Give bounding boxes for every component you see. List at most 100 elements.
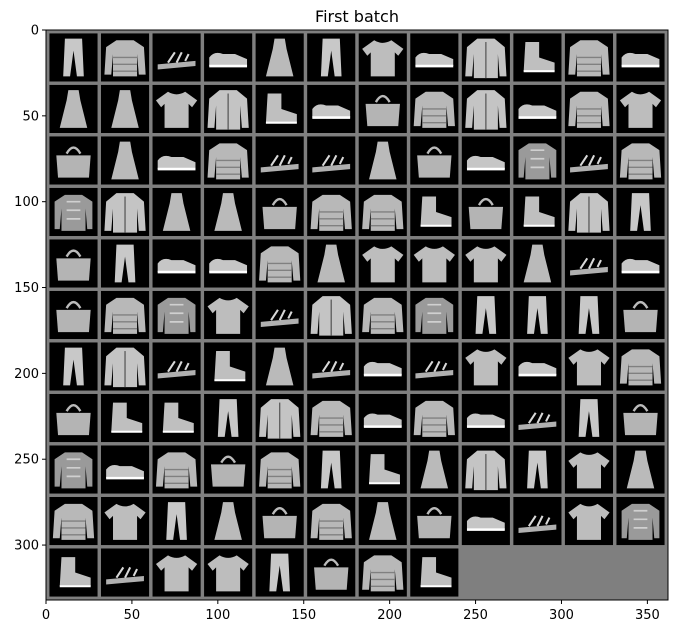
bag-icon [623,300,658,333]
thumbnail-sneaker [152,239,201,288]
thumbnail-tshirt [152,84,201,134]
thumbnail-pullover [255,445,304,494]
thumbnail-ankle_boot [410,187,459,237]
sneaker-icon [312,104,351,119]
x-tick-label: 350 [635,608,660,623]
thumbnail-sneaker [410,33,459,82]
pullover-icon [619,143,662,180]
tshirt-icon [104,503,146,540]
thumbnail-coat [461,84,510,134]
thumbnail-pullover [100,290,150,340]
sandal-icon [157,360,196,379]
thumbnail-dress [100,136,150,185]
trouser-icon [166,502,187,540]
bag-icon [56,300,91,333]
thumbnail-ankle_boot [204,342,253,391]
shirt-icon [518,143,557,180]
thumbnail-pullover [564,33,614,82]
thumbnail-pullover [358,548,407,597]
tshirt-icon [465,349,507,386]
thumbnail-ankle_boot [152,393,201,443]
thumbnail-dress [49,84,98,134]
dress-icon [317,244,345,283]
thumbnail-bag [616,393,665,443]
dress-icon [214,193,242,231]
thumbnail-pullover [616,342,665,391]
trouser-icon [630,193,651,231]
shirt-icon [621,503,660,540]
thumbnail-bag [461,187,510,237]
thumbnail-sneaker [616,33,665,82]
thumbnail-dress [410,445,459,494]
pullover-icon [259,246,301,283]
thumbnail-coat [255,393,304,443]
bag-icon [417,506,452,539]
pullover-icon [155,452,198,489]
thumbnail-trouser [307,33,356,82]
thumbnail-shirt [616,496,665,546]
thumbnail-tshirt [564,342,614,391]
coat-icon [259,399,301,439]
x-tick-label: 200 [377,608,402,623]
sneaker-icon [466,155,505,171]
thumbnail-trouser [564,290,614,340]
thumbnail-sneaker [461,136,510,185]
thumbnail-coat [461,33,510,82]
ankle_boot-icon [265,93,297,124]
thumbnail-tshirt [204,548,253,597]
dress-icon [111,141,139,180]
x-tick-label: 0 [42,608,50,623]
thumbnail-tshirt [358,33,407,82]
dress-icon [214,502,242,540]
thumbnail-dress [616,445,665,494]
dress-icon [265,347,294,386]
thumbnail-shirt [49,445,98,494]
thumbnail-tshirt [100,496,150,546]
trouser-icon [320,450,342,489]
thumbnail-sandal [307,136,356,185]
thumbnail-sandal [255,290,304,340]
thumbnail-trouser [564,393,614,443]
bag-icon [262,506,297,539]
thumbnail-pullover [616,136,665,185]
thumbnail-pullover [204,136,253,185]
sneaker-icon [209,258,248,274]
pullover-icon [568,91,610,128]
coat-icon [104,193,146,233]
tshirt-icon [207,555,249,592]
coat-icon [465,38,507,79]
sneaker-icon [209,52,248,68]
sandal-icon [312,360,351,379]
thumbnail-bag [204,445,253,494]
tshirt-icon [619,91,662,128]
thumbnail-pullover [307,393,356,443]
thumbnail-sandal [307,342,356,391]
thumbnail-bag [358,84,407,134]
thumbnail-sneaker [204,33,253,82]
ankle_boot-icon [420,196,452,227]
dress-icon [420,450,449,489]
sandal-icon [260,309,299,328]
thumbnail-pullover [564,84,614,134]
pullover-icon [310,503,352,540]
shirt-icon [415,297,454,334]
coat-icon [207,90,249,130]
thumbnail-bag [255,496,304,546]
y-tick-label: 300 [14,539,39,554]
thumbnail-ankle_boot [513,33,562,82]
sneaker-icon [466,413,505,428]
bag-icon [56,146,91,178]
coat-icon [465,450,507,491]
trouser-icon [475,296,497,334]
thumbnail-dress [255,33,304,82]
thumbnail-pullover [100,33,150,82]
trouser-icon [578,399,600,437]
thumbnail-bag [616,290,665,340]
thumbnail-sneaker [100,445,150,494]
coat-icon [568,193,610,233]
thumbnail-dress [204,496,253,546]
sandal-icon [570,154,608,173]
thumbnail-coat [204,84,253,134]
thumbnail-sandal [564,136,614,185]
